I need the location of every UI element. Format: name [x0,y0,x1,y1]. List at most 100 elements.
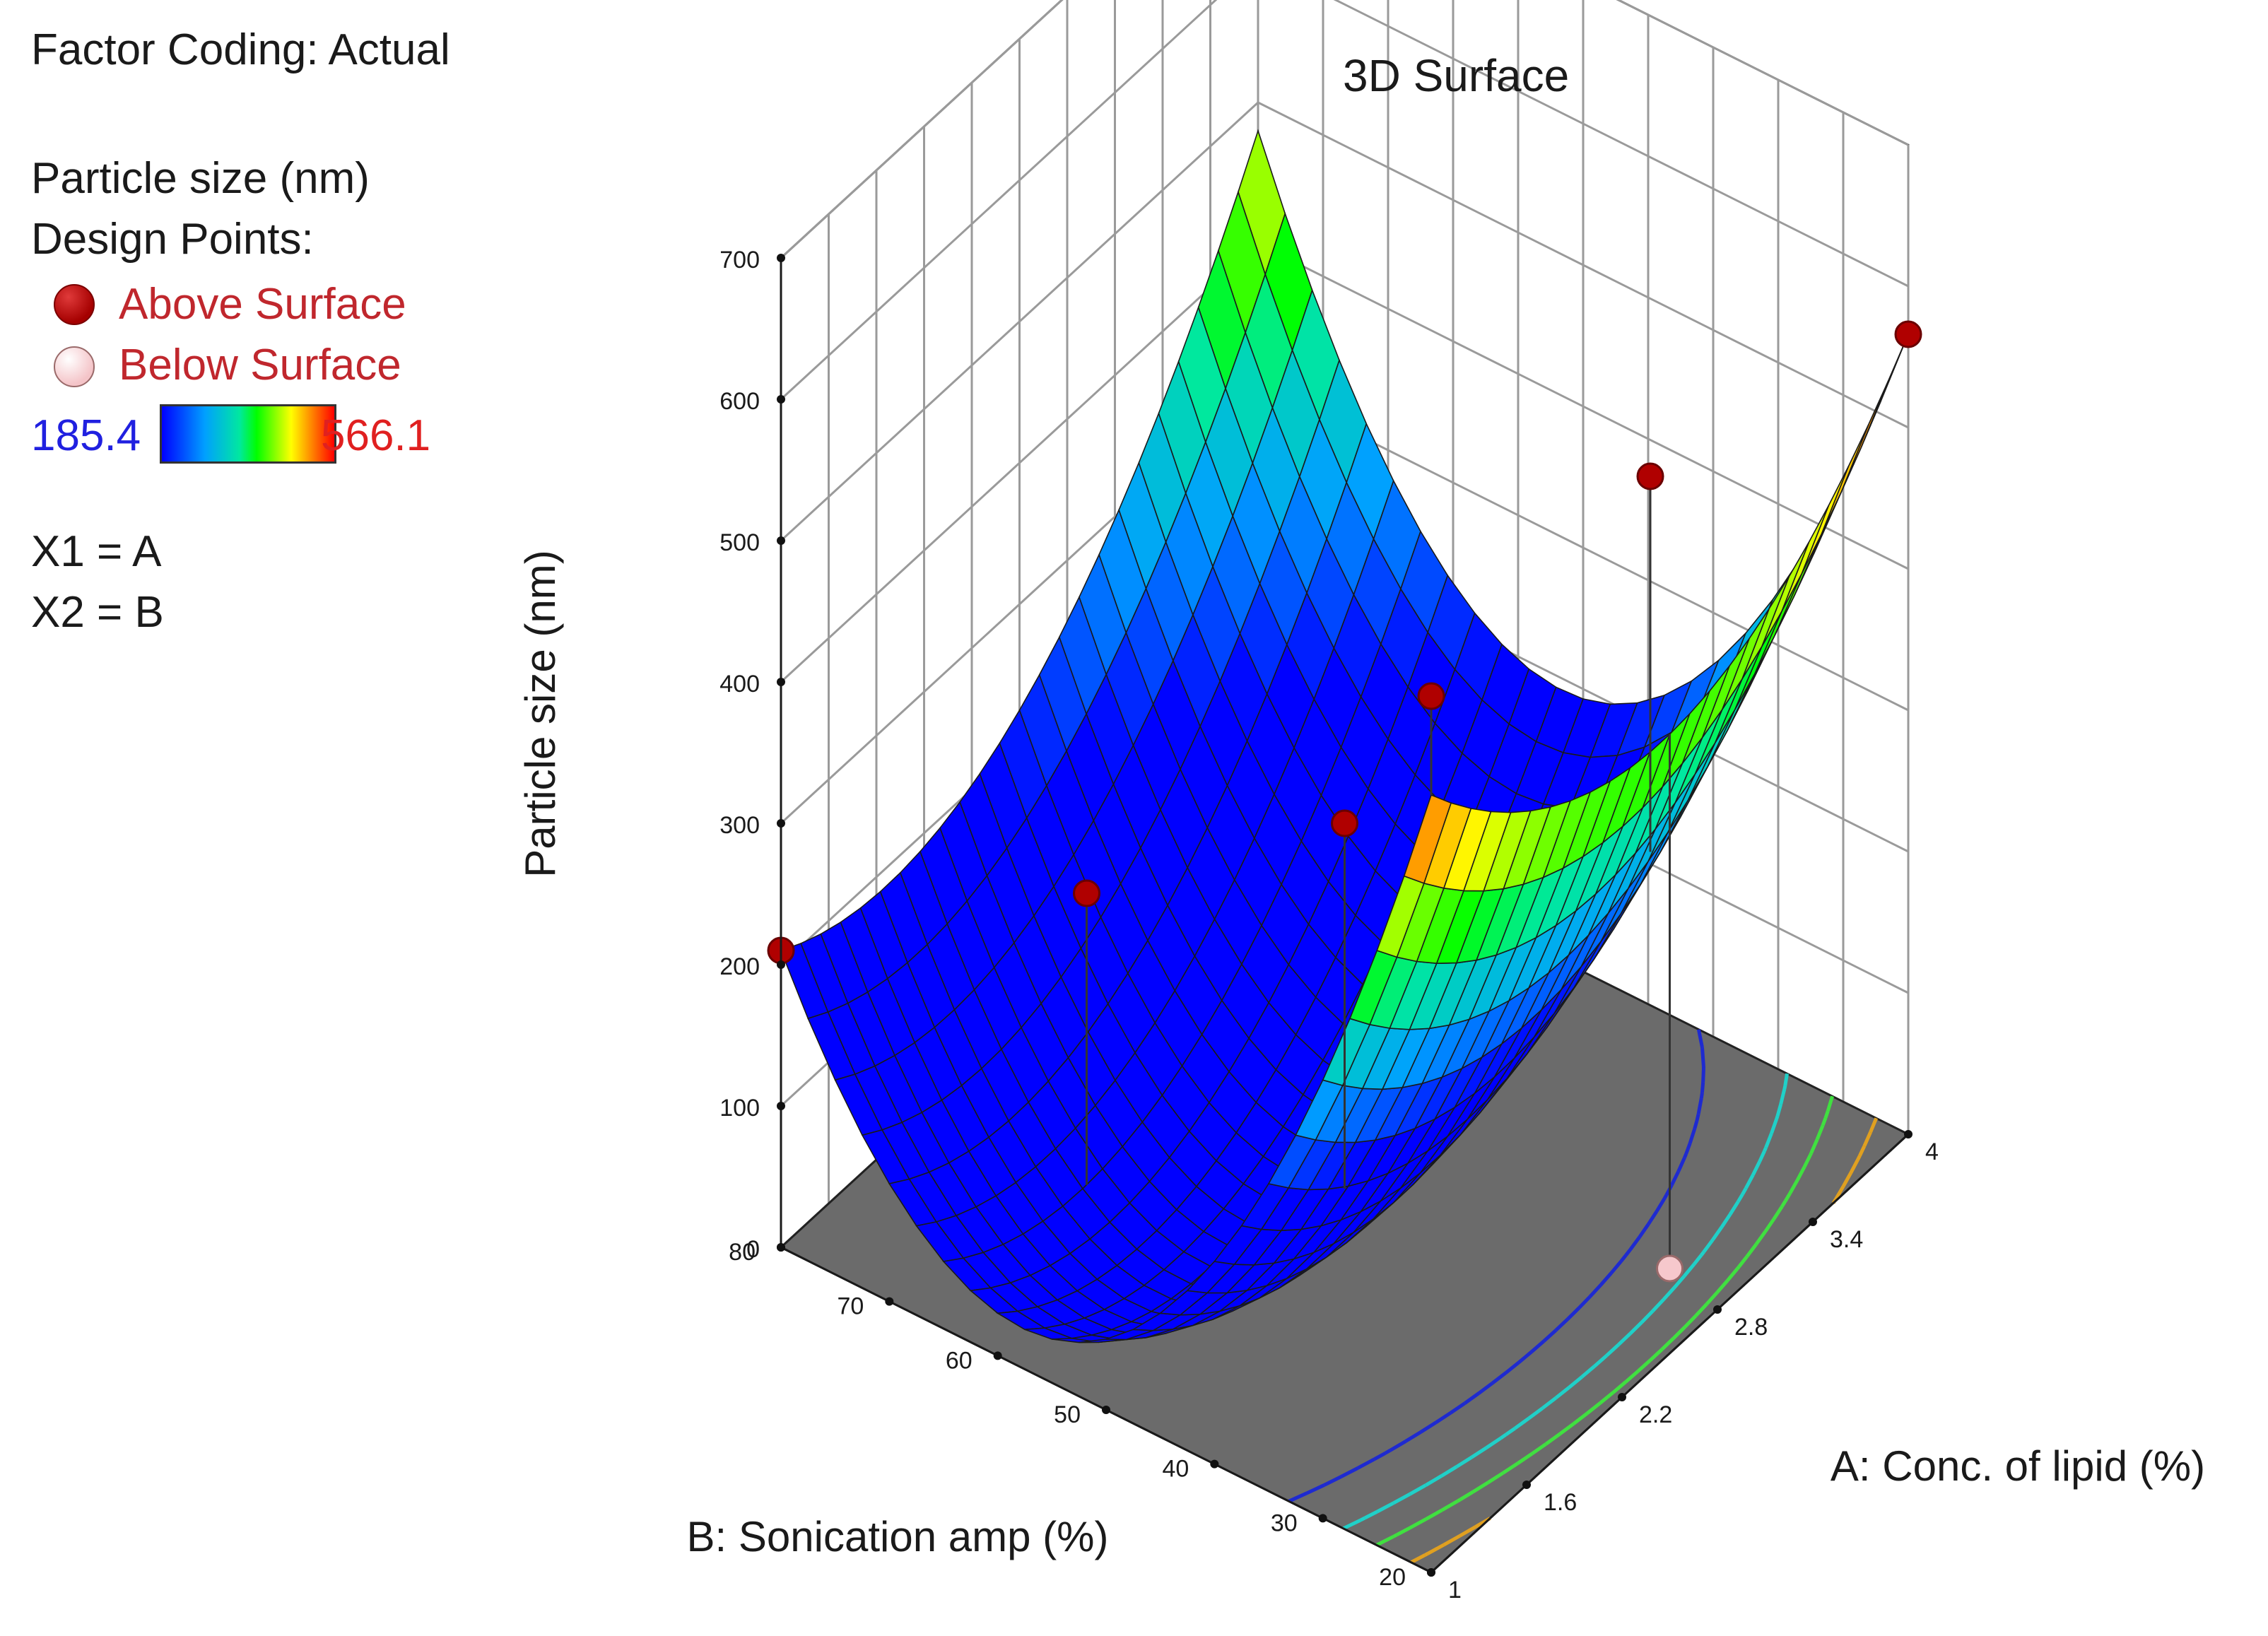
contour-segment [1775,1104,1783,1117]
contour-segment [1491,1371,1508,1385]
z-tick [777,254,785,262]
contour-segment [1617,1332,1632,1346]
factor-coding-label: Factor Coding: Actual [31,25,450,74]
contour-segment [1700,1250,1705,1257]
wall-grid-line [1257,242,1909,570]
color-scale-bar [160,404,336,464]
z-axis-title: Particle size (nm) [517,550,564,877]
response-surface [780,129,1909,1343]
contour-segment [1770,1118,1778,1134]
z-tick-label: 100 [719,1095,760,1122]
contour-segment [1487,1471,1504,1484]
contour-segment [1342,1518,1362,1531]
contour-segment [1695,1113,1700,1122]
contour-segment [1726,1267,1739,1282]
b-tick-label: 30 [1271,1510,1298,1536]
contour-segment [1651,1298,1665,1312]
contour-segment [1701,1068,1705,1083]
wall-grid-line [1333,0,1909,288]
b-tick-label: 60 [946,1347,973,1374]
contour-segment [1504,1360,1520,1375]
design-point-above [1073,879,1100,907]
contour-segment [1609,1260,1623,1275]
design-point-above [1417,682,1445,710]
z-tick-label: 200 [719,953,760,980]
z-tick-label: 400 [719,671,760,698]
contour-segment [1326,1475,1342,1485]
wall-grid-line [780,242,1259,683]
contour-segment [1459,1525,1476,1538]
contour-segment [1858,1145,1867,1157]
b-tick-label: 50 [1054,1401,1081,1428]
x1-mapping: X1 = A [31,527,162,576]
contour-segment [1288,1491,1308,1503]
chart-title: 3D Surface [1343,50,1570,101]
b-tick [993,1351,1002,1360]
contour-segment [1648,1348,1664,1362]
z-tick-label: 600 [719,388,760,415]
contour-segment [1527,1406,1544,1420]
contour-segment [1373,1452,1387,1461]
a-tick-label: 1 [1448,1577,1462,1603]
b-tick-label: 20 [1379,1564,1406,1591]
contour-segment [1751,1160,1761,1176]
below-surface-label: Below Surface [119,341,401,389]
contour-segment [1741,1187,1748,1196]
contour-segment [1696,1029,1704,1047]
contour-segment [1392,1493,1411,1505]
contour-segment [1542,1329,1558,1343]
contour-segment [1744,1174,1755,1189]
contour-segment [1624,1370,1640,1384]
above-surface-label: Above Surface [119,280,406,329]
contour-segment [1502,1461,1519,1475]
contour-segment [1531,1442,1547,1456]
contour-segment [1676,1157,1686,1172]
a-tick [1904,1130,1912,1138]
contour-segment [1780,1200,1787,1208]
contour-segment [1443,1534,1461,1547]
b-tick [777,1243,785,1252]
design-point-below [1656,1254,1684,1283]
contour-segment [1772,1205,1784,1220]
contour-segment [1758,1150,1766,1163]
contour-segment [1420,1420,1438,1434]
contour-segment [1754,1230,1767,1246]
b-tick [1102,1406,1110,1414]
z-tick-label: 500 [719,529,760,556]
contour-segment [1624,1248,1633,1257]
contour-segment [1821,1117,1828,1126]
a-tick-label: 2.2 [1639,1401,1672,1428]
contour-segment [1784,1192,1792,1202]
design-point-above [1331,809,1358,837]
contour-segment [1545,1432,1561,1446]
contour-segment [1788,1179,1799,1195]
contour-segment [1856,1155,1862,1161]
contour-segment [1505,1426,1517,1437]
contour-segment [1862,1131,1872,1147]
z-tick-label: 0 [746,1236,760,1263]
contour-segment [1457,1497,1462,1503]
contour-segment [1558,1422,1575,1435]
a-tick [1713,1305,1722,1314]
contour-segment [1841,1172,1852,1187]
contour-segment [1577,1295,1592,1310]
a-tick-label: 4 [1925,1138,1939,1165]
contour-segment [1655,1197,1667,1213]
contour-segment [1588,1283,1602,1298]
contour-segment [1763,1218,1775,1233]
contour-segment [1636,1359,1652,1373]
contour-segment [1376,1501,1395,1514]
z-tick [777,1102,785,1110]
contour-segment [1384,1449,1392,1455]
contour-segment [1702,1238,1715,1254]
contour-segment [1585,1401,1602,1416]
design-point-above [1894,320,1922,348]
contour-segment [1404,1430,1422,1443]
contour-segment [1737,1193,1744,1203]
contour-segment [1638,1223,1650,1238]
z-tick [777,536,785,545]
a-axis-title: A: Conc. of lipid (%) [1831,1442,2205,1490]
contour-segment [1566,1307,1580,1321]
z-tick [777,819,785,828]
